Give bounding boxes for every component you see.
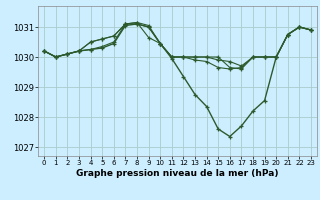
X-axis label: Graphe pression niveau de la mer (hPa): Graphe pression niveau de la mer (hPa) — [76, 169, 279, 178]
